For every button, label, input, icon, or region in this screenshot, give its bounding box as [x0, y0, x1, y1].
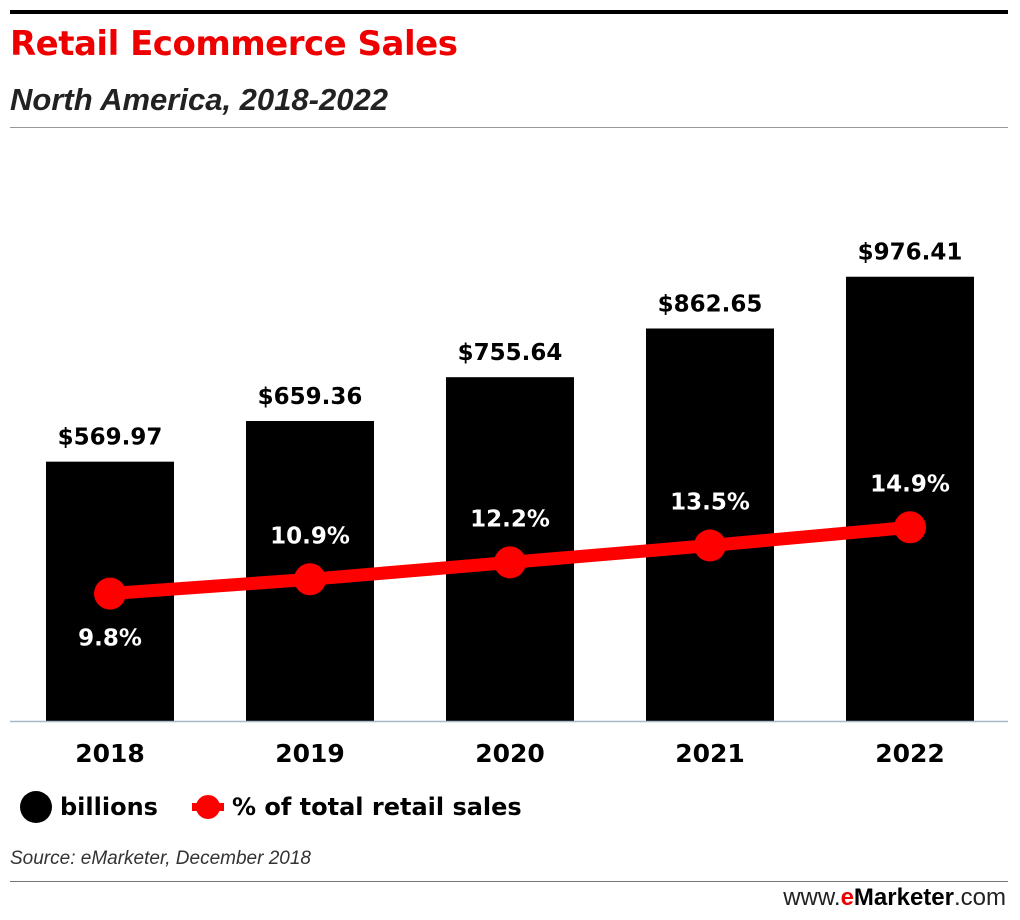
top-rule	[10, 10, 1008, 14]
bar-value-label-2018: $569.97	[58, 425, 163, 451]
bar-value-label-2019: $659.36	[258, 384, 363, 410]
pct-point-2019	[294, 563, 326, 596]
pct-point-2020	[494, 546, 526, 579]
bar-2021	[646, 328, 774, 721]
legend-label-billions: billions	[60, 793, 158, 821]
legend-swatch-bar-icon	[20, 791, 52, 823]
site-brand-e: e	[840, 884, 854, 911]
legend-item-billions: billions	[20, 791, 158, 823]
x-tick-label-2022: 2022	[875, 739, 945, 768]
pct-point-2018	[94, 577, 126, 610]
legend-label-percent: % of total retail sales	[231, 793, 522, 821]
bar-2022	[846, 276, 974, 721]
pct-point-2021	[694, 529, 726, 562]
site-brand-name: Marketer	[853, 884, 954, 911]
pct-value-label-2022: 14.9%	[870, 471, 950, 497]
subtitle-rule	[10, 127, 1008, 128]
bar-value-label-2021: $862.65	[658, 291, 763, 317]
chart-title: Retail Ecommerce Sales	[10, 24, 458, 64]
pct-value-label-2018: 9.8%	[78, 626, 142, 652]
pct-value-label-2021: 13.5%	[670, 490, 750, 516]
legend: billions % of total retail sales	[20, 790, 556, 824]
footer-rule	[10, 881, 1008, 882]
site-prefix: www.	[783, 884, 841, 911]
pct-value-label-2020: 12.2%	[470, 506, 550, 532]
bar-value-label-2022: $976.41	[858, 240, 963, 266]
x-tick-label-2019: 2019	[275, 739, 345, 768]
chart-subtitle: North America, 2018-2022	[10, 82, 388, 117]
legend-swatch-line-icon	[191, 791, 224, 823]
x-tick-label-2018: 2018	[75, 739, 145, 768]
source-note: Source: eMarketer, December 2018	[10, 848, 311, 869]
x-tick-label-2021: 2021	[675, 739, 745, 768]
chart-canvas: $569.97 $659.36 $755.64 $862.65 $976.41 2018 2…	[10, 240, 1008, 768]
pct-point-2022	[894, 511, 926, 544]
x-tick-label-2020: 2020	[475, 739, 545, 768]
site-suffix: .com	[953, 884, 1006, 911]
bar-value-label-2020: $755.64	[458, 340, 563, 366]
site-url: www.eMarketer.com	[783, 884, 1006, 912]
legend-item-percent: % of total retail sales	[191, 791, 522, 823]
pct-value-label-2019: 10.9%	[270, 523, 350, 549]
